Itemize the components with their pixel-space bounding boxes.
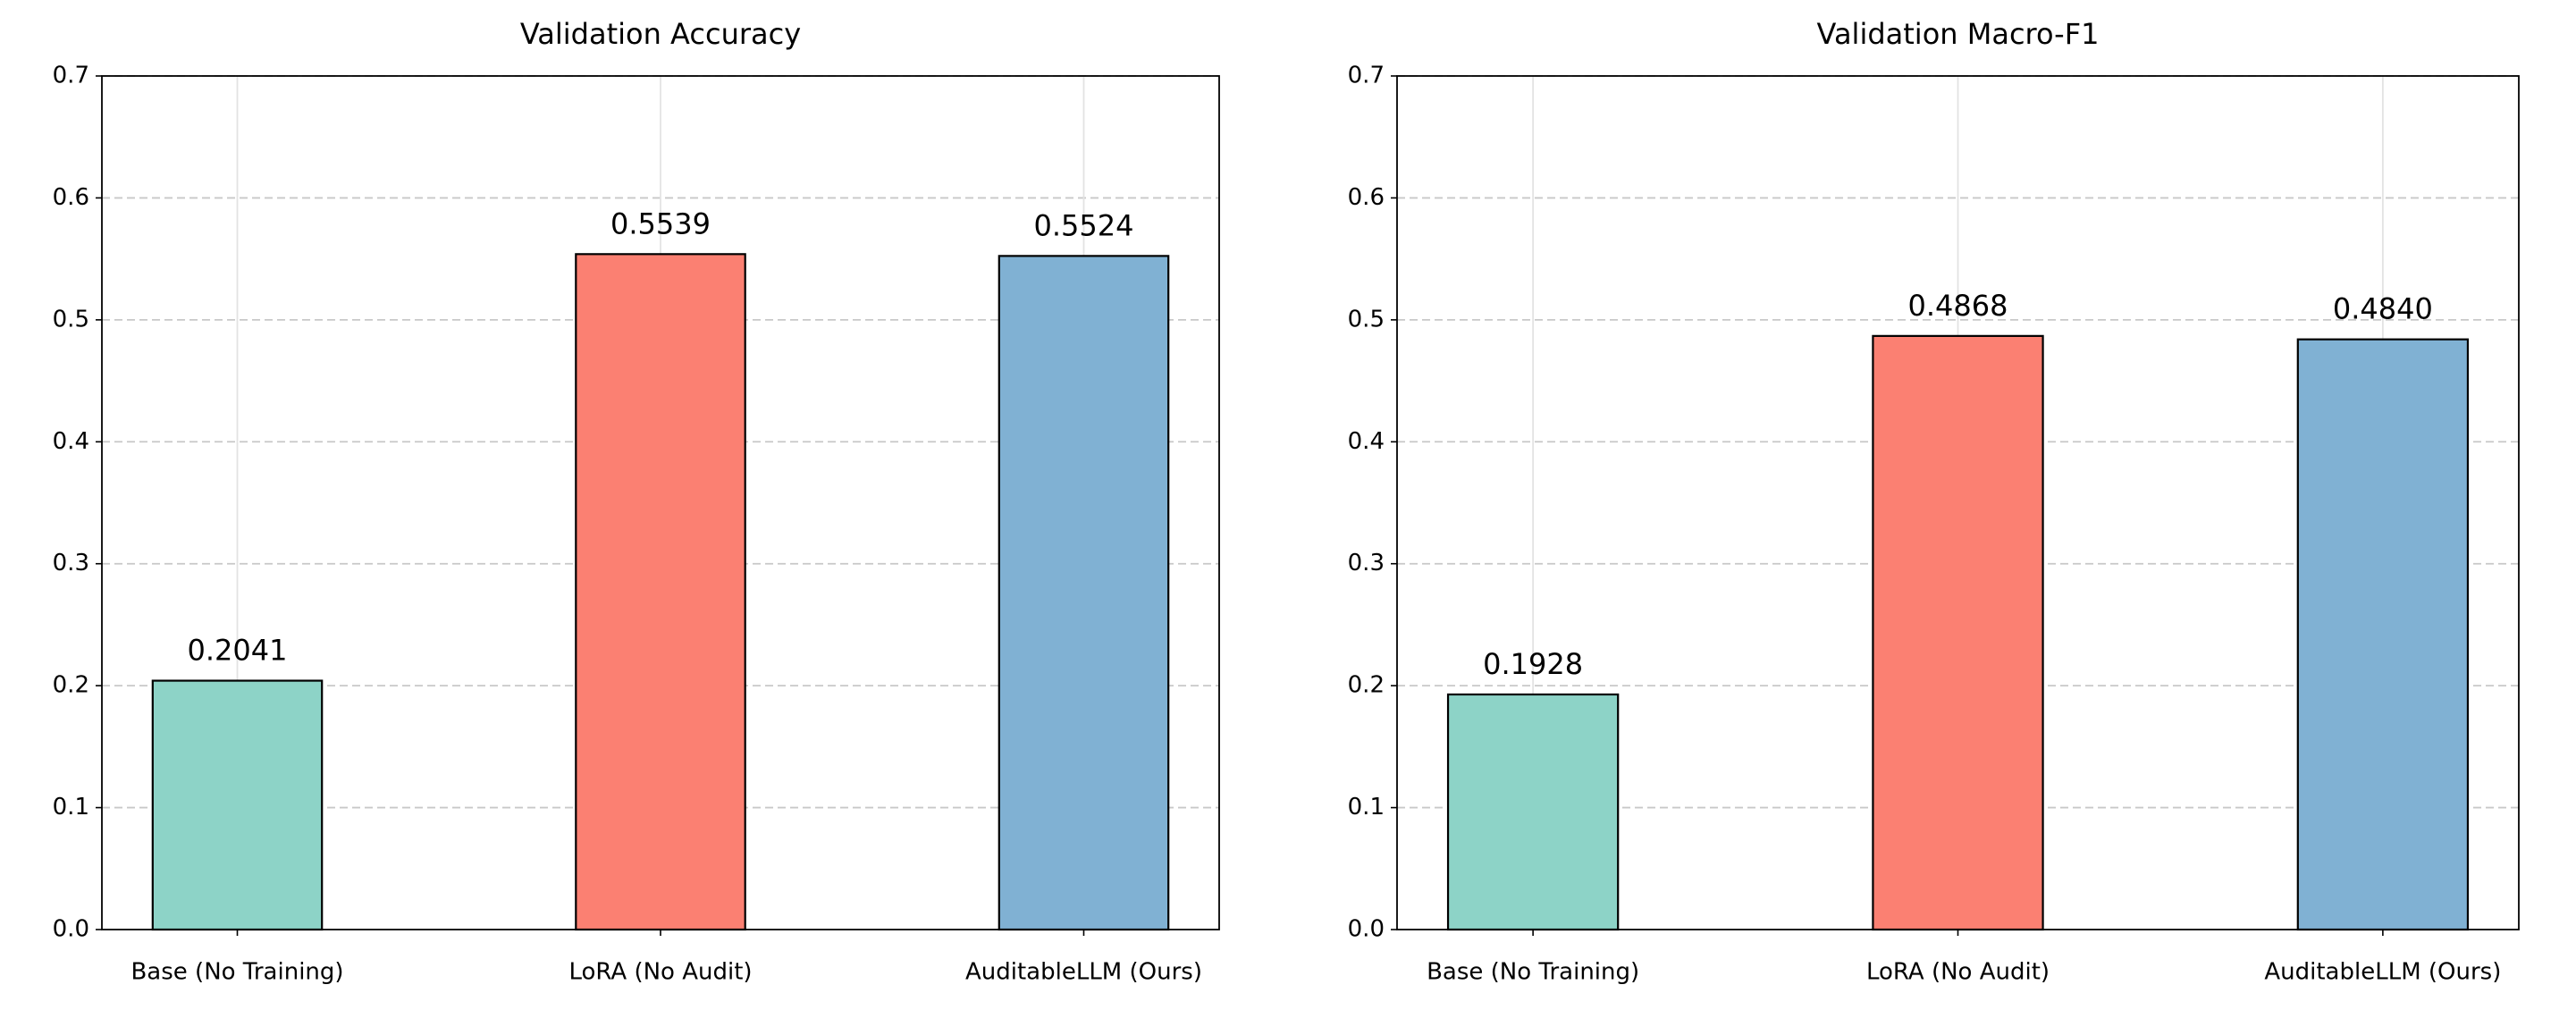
axes-frame (101, 75, 1220, 930)
x-tick-label: LoRA (No Audit) (568, 959, 752, 986)
y-tick-label: 0.7 (1348, 63, 1385, 89)
bar (1872, 334, 2044, 931)
y-tick-label: 0.3 (1348, 550, 1385, 577)
value-label: 0.2041 (188, 634, 288, 668)
y-tick-label: 0.2 (1348, 672, 1385, 699)
x-tick-label: LoRA (No Audit) (1866, 959, 2050, 986)
value-label: 0.5524 (1034, 208, 1134, 242)
y-tick-label: 0.5 (53, 306, 89, 332)
chart-title: Validation Macro-F1 (1817, 17, 2100, 51)
bar (575, 253, 746, 931)
value-label: 0.5539 (610, 206, 711, 240)
y-tick-label: 0.4 (1348, 428, 1385, 455)
x-tick-label: AuditableLLM (Ours) (965, 959, 1202, 986)
y-tick-label: 0.6 (1348, 184, 1385, 211)
value-label: 0.4840 (2333, 292, 2433, 326)
y-tick-label: 0.1 (1348, 794, 1385, 821)
y-tick-label: 0.0 (53, 916, 89, 943)
x-tick-label: Base (No Training) (130, 959, 343, 986)
y-tick-label: 0.7 (53, 63, 89, 89)
x-tick-label: AuditableLLM (Ours) (2264, 959, 2501, 986)
value-label: 0.1928 (1483, 647, 1583, 681)
y-tick-label: 0.5 (1348, 306, 1385, 332)
value-label: 0.4868 (1908, 289, 2008, 323)
bar (2296, 338, 2470, 931)
y-tick-label: 0.6 (53, 184, 89, 211)
y-tick-label: 0.4 (53, 428, 89, 455)
bar (1446, 693, 1620, 931)
y-tick-label: 0.1 (53, 794, 89, 821)
axes-frame (1396, 75, 2520, 930)
bar (151, 679, 324, 931)
x-tick-label: Base (No Training) (1427, 959, 1639, 986)
chart-title: Validation Accuracy (520, 17, 801, 51)
y-tick-label: 0.0 (1348, 916, 1385, 943)
y-tick-label: 0.2 (53, 672, 89, 699)
bar (998, 255, 1170, 931)
y-tick-label: 0.3 (53, 550, 89, 577)
